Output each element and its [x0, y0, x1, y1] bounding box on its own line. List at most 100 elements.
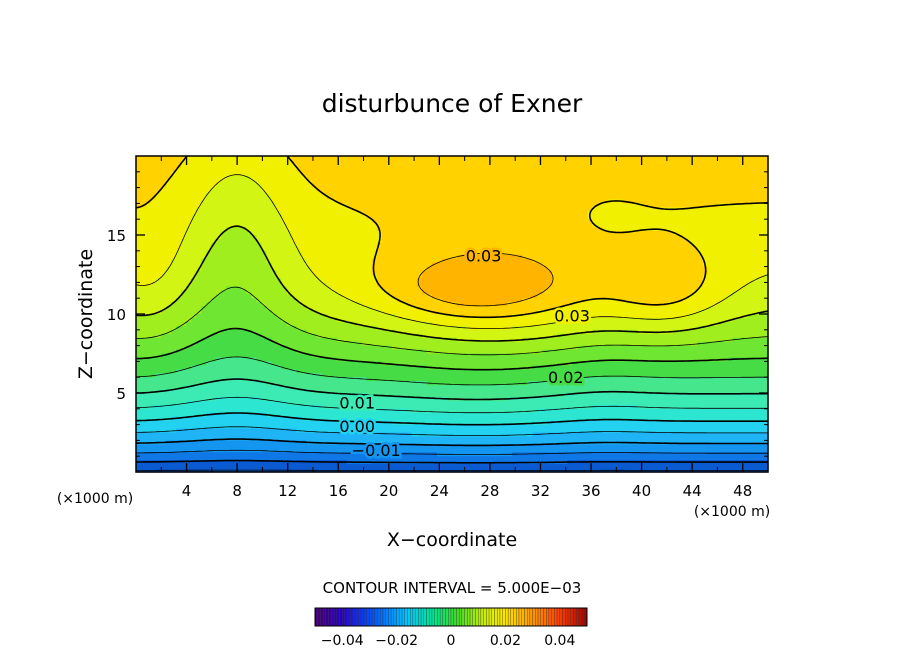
contour-cell: [462, 223, 468, 228]
contour-cell: [356, 306, 363, 311]
contour-cell: [446, 211, 453, 216]
contour-cell: [617, 250, 624, 256]
contour-cell: [441, 242, 448, 248]
contour-cell: [176, 310, 182, 315]
contour-cell: [487, 254, 493, 260]
contour-cell: [241, 266, 247, 272]
contour-cell: [702, 246, 709, 252]
contour-cell: [487, 278, 493, 283]
contour-cell: [241, 246, 247, 252]
contour-cell: [191, 203, 197, 208]
contour-cell: [256, 203, 262, 208]
contour-cell: [452, 242, 458, 248]
contour-cell: [166, 286, 172, 291]
contour-cell: [622, 278, 629, 283]
contour-cell: [306, 215, 313, 220]
contour-cell: [472, 250, 478, 256]
contour-cell: [747, 187, 754, 193]
contour-cell: [266, 254, 273, 260]
contour-cell: [421, 215, 428, 220]
contour-cell: [176, 179, 182, 185]
contour-cell: [757, 270, 764, 276]
contour-cell: [682, 167, 689, 173]
contour-cell: [557, 278, 563, 283]
contour-cell: [296, 187, 303, 193]
contour-cell: [286, 227, 293, 232]
contour-cell: [612, 159, 619, 165]
contour-cell: [376, 274, 383, 280]
contour-cell: [602, 266, 609, 272]
contour-cell: [662, 215, 669, 220]
contour-cell: [346, 227, 353, 232]
contour-cell: [381, 231, 388, 236]
contour-cell: [221, 274, 227, 280]
contour-cell: [662, 246, 669, 252]
contour-cell: [522, 167, 528, 173]
contour-cell: [351, 235, 358, 240]
contour-cell: [632, 195, 639, 201]
contour-cell: [557, 187, 563, 193]
contour-cell: [406, 183, 413, 189]
contour-cell: [667, 163, 674, 169]
contour-cell: [522, 231, 528, 236]
contour-cell: [457, 175, 463, 181]
contour-cell: [266, 227, 273, 232]
contour-cell: [677, 199, 684, 204]
contour-cell: [657, 159, 664, 165]
contour-cell: [141, 290, 147, 295]
contour-cell: [261, 246, 268, 252]
contour-cell: [522, 290, 528, 295]
contour-cell: [642, 242, 649, 248]
contour-cell: [552, 278, 558, 283]
contour-cell: [717, 171, 724, 177]
contour-cell: [637, 242, 644, 248]
contour-cell: [552, 179, 558, 185]
contour-cell: [316, 286, 323, 291]
contour-cell: [557, 282, 563, 287]
contour-cell: [286, 270, 293, 276]
contour-cell: [757, 282, 764, 287]
contour-cell: [502, 310, 508, 315]
contour-cell: [276, 235, 283, 240]
contour-cell: [472, 163, 478, 169]
contour-cell: [587, 262, 594, 268]
contour-cell: [216, 203, 222, 208]
contour-cell: [572, 223, 578, 228]
contour-cell: [652, 219, 659, 224]
contour-cell: [346, 238, 353, 244]
contour-cell: [562, 282, 568, 287]
contour-cell: [351, 282, 358, 287]
contour-cell: [652, 262, 659, 268]
contour-cell: [622, 274, 629, 280]
contour-cell: [301, 250, 308, 256]
contour-cell: [211, 191, 217, 197]
contour-cell: [757, 156, 764, 161]
contour-cell: [602, 250, 609, 256]
contour-cell: [391, 262, 398, 268]
contour-cell: [191, 191, 197, 197]
contour-cell: [246, 179, 252, 185]
contour-cell: [381, 282, 388, 287]
contour-cell: [421, 219, 428, 224]
contour-cell: [221, 195, 227, 201]
contour-cell: [321, 306, 328, 311]
contour-cell: [482, 254, 488, 260]
contour-cell: [527, 302, 533, 307]
contour-cell: [351, 266, 358, 272]
contour-cell: [602, 278, 609, 283]
contour-cell: [141, 171, 147, 177]
contour-cell: [527, 179, 533, 185]
contour-cell: [186, 175, 192, 181]
contour-cell: [537, 298, 543, 303]
contour-cell: [156, 179, 162, 185]
contour-cell: [492, 195, 498, 201]
contour-cell: [457, 310, 463, 315]
contour-cell: [657, 211, 664, 216]
contour-cell: [452, 159, 458, 165]
contour-cell: [171, 215, 177, 220]
contour-cell: [532, 227, 538, 232]
contour-cell: [612, 294, 619, 299]
contour-cell: [256, 156, 262, 161]
contour-cell: [647, 175, 654, 181]
contour-cell: [226, 231, 232, 236]
